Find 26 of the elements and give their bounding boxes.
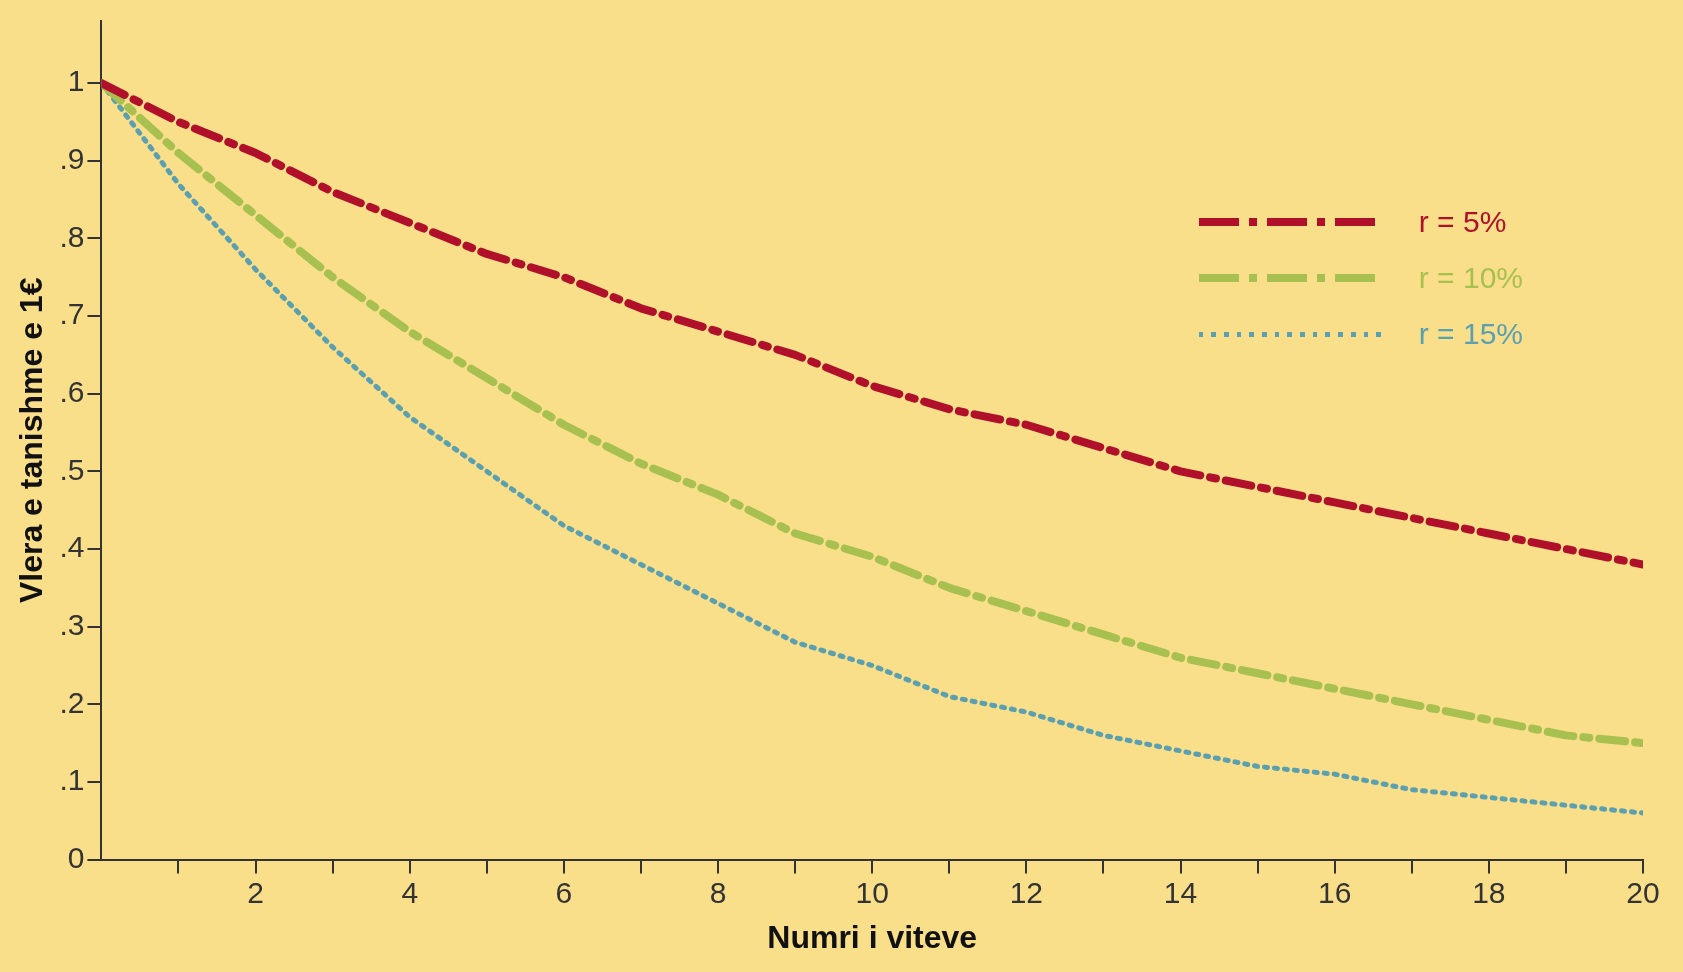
- x-tick-label: 14: [1163, 875, 1198, 909]
- x-tick-label: 6: [555, 875, 573, 909]
- y-tick-label: .4: [59, 530, 85, 564]
- x-tick-label: 8: [709, 875, 727, 909]
- x-tick-label: 2: [247, 875, 264, 909]
- y-tick-label: .9: [59, 142, 85, 176]
- legend-label: r = 15%: [1418, 317, 1523, 351]
- x-tick-label: 16: [1318, 875, 1352, 909]
- y-axis-title: Vlera e tanishme e 1€: [13, 277, 50, 604]
- legend-label: r = 10%: [1418, 261, 1523, 295]
- x-tick-label: 12: [1009, 875, 1044, 909]
- y-tick-label: .8: [59, 219, 85, 253]
- legend-label: r = 5%: [1418, 205, 1507, 239]
- x-axis-title: Numri i viteve: [767, 918, 978, 955]
- y-tick-label: .7: [59, 297, 85, 331]
- y-tick-label: 1: [67, 64, 85, 98]
- y-tick-label: .6: [59, 374, 85, 408]
- y-tick-label: .1: [59, 763, 85, 797]
- y-tick-label: .2: [59, 685, 85, 719]
- x-tick-label: 4: [401, 875, 419, 909]
- y-tick-label: .3: [59, 607, 85, 641]
- y-tick-label: .5: [59, 452, 85, 486]
- x-tick-label: 18: [1472, 875, 1506, 909]
- x-tick-label: 20: [1626, 875, 1660, 909]
- y-tick-label: 0: [67, 840, 85, 874]
- x-tick-label: 10: [855, 875, 889, 909]
